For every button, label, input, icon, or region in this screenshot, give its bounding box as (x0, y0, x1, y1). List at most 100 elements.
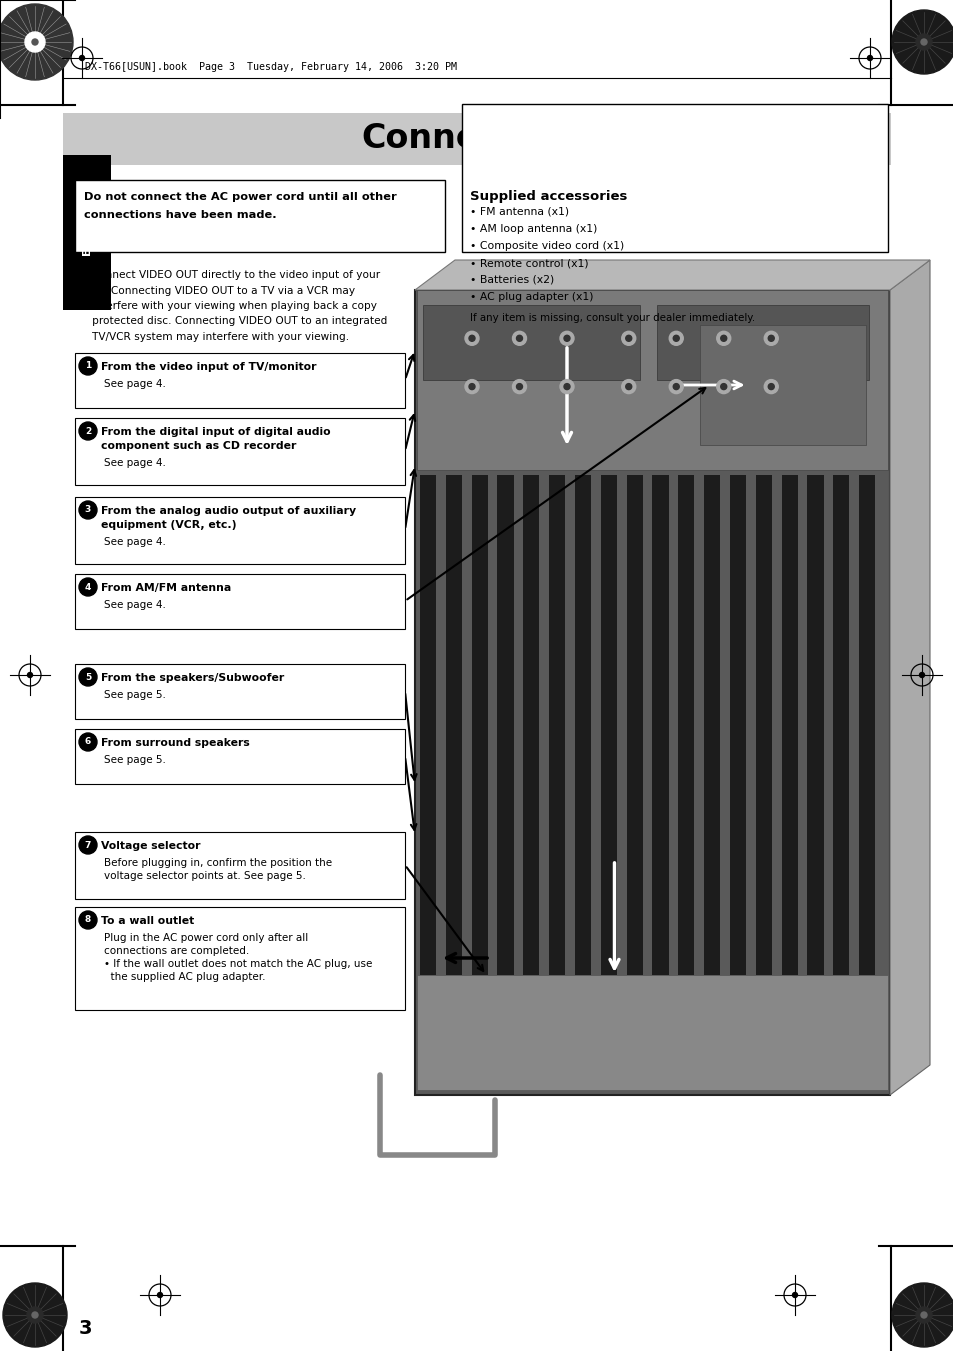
Circle shape (866, 55, 872, 61)
Text: • Batteries (x2): • Batteries (x2) (470, 276, 554, 285)
FancyBboxPatch shape (75, 730, 405, 784)
Text: Do not connect the AC power cord until all other: Do not connect the AC power cord until a… (84, 192, 396, 203)
Text: If any item is missing, consult your dealer immediately.: If any item is missing, consult your dea… (470, 313, 755, 323)
FancyBboxPatch shape (626, 476, 642, 975)
Circle shape (0, 4, 73, 80)
Text: TV. Connecting VIDEO OUT to a TV via a VCR may: TV. Connecting VIDEO OUT to a TV via a V… (82, 285, 355, 296)
Text: From AM/FM antenna: From AM/FM antenna (101, 584, 231, 593)
FancyBboxPatch shape (497, 476, 513, 975)
FancyBboxPatch shape (75, 180, 444, 253)
Circle shape (79, 667, 97, 686)
Circle shape (469, 335, 475, 342)
Circle shape (464, 331, 478, 346)
Circle shape (767, 335, 774, 342)
Circle shape (767, 384, 774, 389)
Circle shape (3, 1283, 67, 1347)
FancyBboxPatch shape (75, 574, 405, 630)
Circle shape (563, 384, 569, 389)
Circle shape (79, 501, 97, 519)
Circle shape (915, 34, 931, 50)
Text: DX-T66[USUN].book  Page 3  Tuesday, February 14, 2006  3:20 PM: DX-T66[USUN].book Page 3 Tuesday, Februa… (85, 62, 456, 72)
Circle shape (27, 1306, 43, 1323)
Circle shape (464, 380, 478, 393)
Text: 3: 3 (85, 505, 91, 515)
Text: 8: 8 (85, 916, 91, 924)
Text: 2: 2 (85, 427, 91, 435)
Text: protected disc. Connecting VIDEO OUT to an integrated: protected disc. Connecting VIDEO OUT to … (82, 316, 387, 327)
Text: Supplied accessories: Supplied accessories (470, 190, 627, 203)
Circle shape (669, 380, 682, 393)
Circle shape (516, 335, 522, 342)
Circle shape (32, 39, 38, 45)
Text: interfere with your viewing when playing back a copy: interfere with your viewing when playing… (82, 301, 376, 311)
Text: Connections: Connections (361, 123, 592, 155)
FancyBboxPatch shape (445, 476, 461, 975)
Circle shape (625, 335, 631, 342)
Circle shape (919, 673, 923, 677)
Circle shape (720, 384, 726, 389)
FancyBboxPatch shape (75, 497, 405, 563)
Text: See page 4.: See page 4. (104, 458, 166, 467)
Text: From the analog audio output of auxiliary: From the analog audio output of auxiliar… (101, 507, 355, 516)
FancyBboxPatch shape (75, 417, 405, 485)
Polygon shape (889, 259, 929, 1096)
Circle shape (79, 55, 85, 61)
Circle shape (716, 331, 730, 346)
Text: component such as CD recorder: component such as CD recorder (101, 440, 296, 451)
Circle shape (512, 331, 526, 346)
Circle shape (516, 384, 522, 389)
Text: Plug in the AC power cord only after all: Plug in the AC power cord only after all (104, 934, 308, 943)
FancyBboxPatch shape (833, 476, 848, 975)
Polygon shape (415, 259, 929, 290)
Circle shape (25, 32, 45, 51)
Text: From surround speakers: From surround speakers (101, 738, 250, 748)
FancyBboxPatch shape (416, 975, 887, 1090)
Circle shape (720, 335, 726, 342)
Circle shape (79, 422, 97, 440)
Circle shape (563, 335, 569, 342)
Text: • If the wall outlet does not match the AC plug, use: • If the wall outlet does not match the … (104, 959, 372, 969)
Circle shape (512, 380, 526, 393)
FancyBboxPatch shape (678, 476, 694, 975)
Text: voltage selector points at. See page 5.: voltage selector points at. See page 5. (104, 871, 306, 881)
Circle shape (157, 1293, 162, 1297)
FancyBboxPatch shape (419, 476, 436, 975)
Circle shape (79, 734, 97, 751)
Text: connections have been made.: connections have been made. (84, 209, 276, 220)
FancyBboxPatch shape (471, 476, 487, 975)
Circle shape (625, 384, 631, 389)
Text: connections are completed.: connections are completed. (104, 946, 249, 957)
Text: 5: 5 (85, 673, 91, 681)
FancyBboxPatch shape (416, 290, 887, 470)
Circle shape (79, 357, 97, 376)
FancyBboxPatch shape (63, 113, 890, 165)
FancyBboxPatch shape (781, 476, 797, 975)
Circle shape (891, 9, 953, 74)
FancyBboxPatch shape (806, 476, 822, 975)
Circle shape (28, 673, 32, 677)
Circle shape (763, 380, 778, 393)
Circle shape (79, 911, 97, 929)
FancyBboxPatch shape (63, 155, 111, 309)
Circle shape (669, 331, 682, 346)
FancyBboxPatch shape (703, 476, 720, 975)
Text: See page 4.: See page 4. (104, 380, 166, 389)
Text: • Remote control (x1): • Remote control (x1) (470, 258, 588, 267)
Circle shape (79, 578, 97, 596)
FancyBboxPatch shape (700, 326, 865, 444)
Text: TV/VCR system may interfere with your viewing.: TV/VCR system may interfere with your vi… (82, 332, 349, 342)
Circle shape (891, 1283, 953, 1347)
FancyBboxPatch shape (729, 476, 745, 975)
FancyBboxPatch shape (657, 305, 868, 380)
FancyBboxPatch shape (575, 476, 591, 975)
Text: See page 5.: See page 5. (104, 755, 166, 765)
Text: See page 4.: See page 4. (104, 536, 166, 547)
Circle shape (792, 1293, 797, 1297)
Text: 4: 4 (85, 582, 91, 592)
FancyBboxPatch shape (461, 104, 887, 253)
Text: 1: 1 (85, 362, 91, 370)
Text: Voltage selector: Voltage selector (101, 842, 200, 851)
Circle shape (673, 335, 679, 342)
Text: • AM loop antenna (x1): • AM loop antenna (x1) (470, 224, 597, 234)
Text: To a wall outlet: To a wall outlet (101, 916, 194, 925)
